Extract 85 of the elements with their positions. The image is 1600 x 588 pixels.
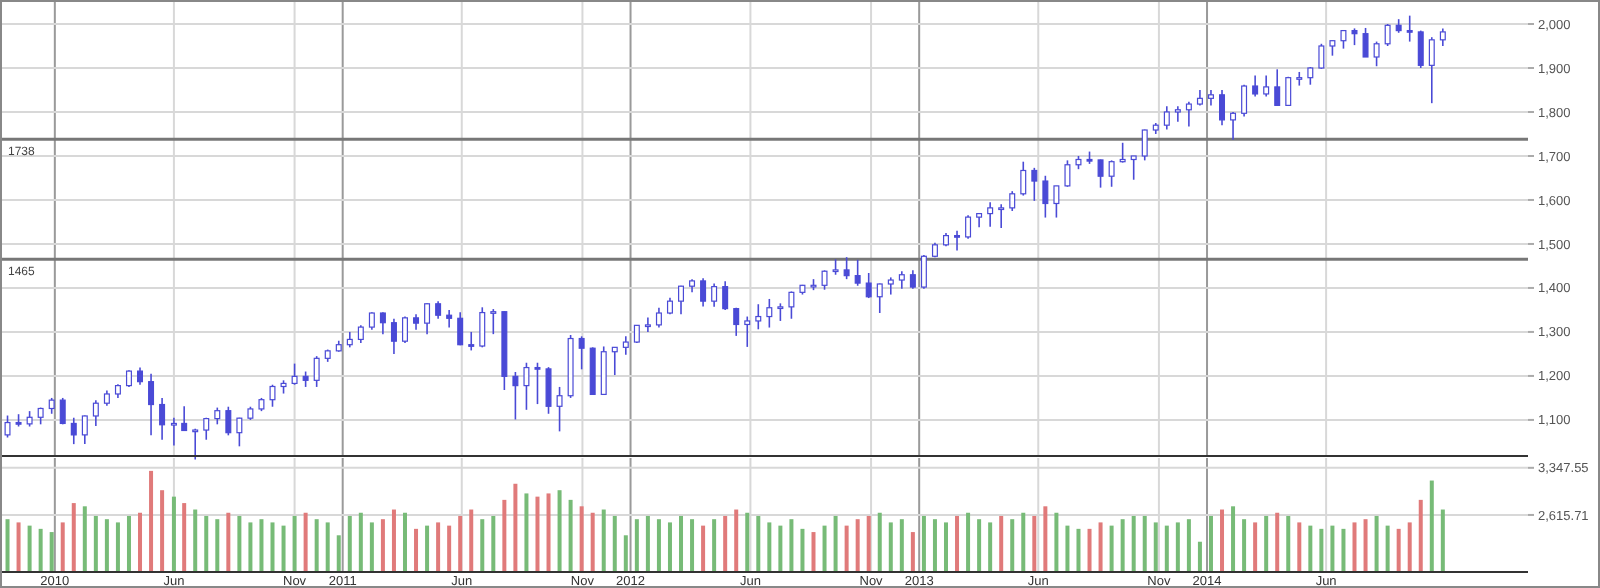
candlestick <box>1042 174 1049 219</box>
candlestick <box>755 303 762 331</box>
candlestick <box>788 290 795 320</box>
candlestick <box>909 269 916 290</box>
candlestick <box>70 416 77 445</box>
candlestick <box>1119 141 1126 164</box>
candlestick <box>865 272 872 299</box>
candlestick <box>1417 29 1424 69</box>
candlestick <box>1108 159 1115 188</box>
candlestick <box>1020 160 1027 197</box>
candlestick <box>148 372 155 437</box>
candlestick <box>390 317 397 355</box>
candlestick <box>1428 36 1435 104</box>
candlestick <box>1009 190 1016 212</box>
candlestick <box>424 302 431 335</box>
candlestick <box>291 362 298 386</box>
candlestick <box>1163 105 1170 131</box>
candlestick <box>457 311 464 346</box>
candlestick <box>589 346 596 396</box>
candlestick <box>534 361 541 405</box>
candlestick <box>446 309 453 329</box>
candlestick <box>1296 71 1303 87</box>
candlestick <box>192 427 199 461</box>
candlestick <box>600 345 607 396</box>
candlestick <box>1252 74 1259 98</box>
candlestick <box>1185 101 1192 128</box>
candlestick <box>965 214 972 240</box>
candlestick <box>622 335 629 356</box>
candlestick <box>59 397 66 426</box>
candlestick <box>379 311 386 335</box>
candlestick <box>269 383 276 408</box>
candlestick <box>1174 105 1181 123</box>
candlestick <box>733 306 740 337</box>
candlestick <box>170 416 177 447</box>
candlestick <box>1274 68 1281 107</box>
candlestick <box>225 405 232 437</box>
candlestick <box>1097 158 1104 189</box>
candlestick <box>1384 23 1391 47</box>
candlestick <box>611 346 618 376</box>
candlestick <box>523 361 530 411</box>
candlestick <box>490 308 497 335</box>
candlestick <box>843 256 850 280</box>
candlestick <box>92 399 99 427</box>
candlestick <box>1362 27 1369 58</box>
candlestick <box>1373 40 1380 68</box>
candlestick <box>876 282 883 314</box>
candlestick <box>479 306 486 349</box>
candlestick <box>313 355 320 388</box>
candlestick <box>1141 128 1148 162</box>
candlestick <box>1064 159 1071 188</box>
candlestick <box>1241 83 1248 118</box>
candlestick <box>1219 89 1226 126</box>
candlestick <box>545 366 552 415</box>
candlestick <box>678 284 685 316</box>
candlestick <box>1230 111 1237 141</box>
candlestick <box>1053 185 1060 219</box>
candlestick <box>1263 74 1270 98</box>
candlestick <box>1130 155 1137 181</box>
candlestick <box>81 414 88 445</box>
candlestick <box>766 298 773 329</box>
candlestick <box>236 416 243 448</box>
candlestick <box>1031 167 1038 202</box>
candlestick <box>854 258 861 287</box>
candlestick <box>1340 29 1347 50</box>
candlestick <box>920 254 927 290</box>
candlestick <box>700 277 707 308</box>
candlestick <box>1318 42 1325 70</box>
candlestick <box>744 315 751 348</box>
candlestick <box>987 201 994 228</box>
candlestick <box>468 331 475 352</box>
candlestick <box>1406 14 1413 43</box>
candlestick <box>181 405 188 432</box>
candlestick <box>159 397 166 441</box>
candlestick <box>512 371 519 421</box>
candlestick <box>655 306 662 329</box>
candlestick <box>954 229 961 252</box>
candlestick <box>578 335 585 371</box>
candlestick <box>644 316 651 333</box>
candlestick <box>821 269 828 291</box>
candlestick <box>722 280 729 311</box>
candlestick <box>711 282 718 308</box>
candlestick <box>556 386 563 433</box>
candlestick <box>1285 75 1292 107</box>
candlestick <box>998 203 1005 229</box>
candlestick <box>401 315 408 344</box>
